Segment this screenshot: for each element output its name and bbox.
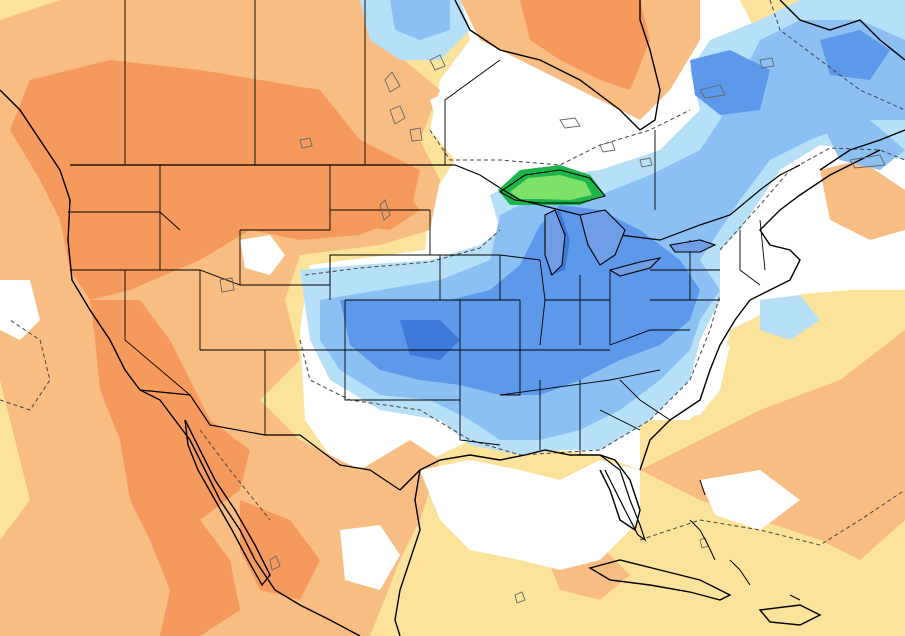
great-lakes: [498, 169, 717, 277]
lake-superior: [498, 169, 606, 204]
lake-michigan: [544, 209, 566, 277]
warm-strong-shading: [10, 0, 650, 636]
neutral-shading: [0, 80, 905, 590]
dashed-contours: [0, 0, 905, 546]
state-borders: [68, 0, 766, 455]
lake-erie: [608, 257, 662, 277]
lake-ontario: [669, 239, 717, 253]
caribbean-islands: [689, 479, 801, 601]
lake-huron: [579, 209, 626, 266]
minor-lakes: [219, 54, 886, 604]
florida-outline: [599, 454, 647, 542]
